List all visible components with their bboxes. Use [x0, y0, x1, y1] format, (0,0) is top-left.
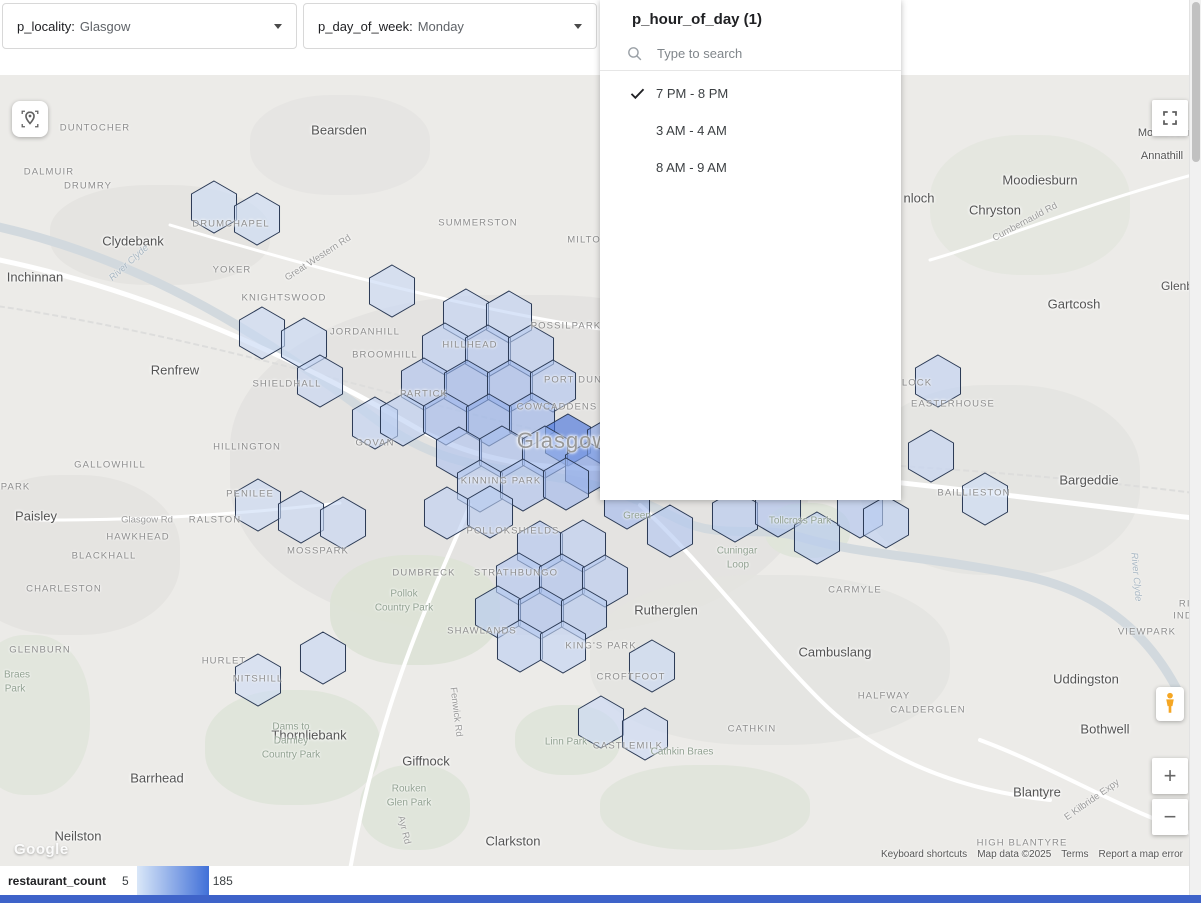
google-logo[interactable]: Google: [14, 841, 69, 858]
hour-option[interactable]: 7 PM - 8 PM: [600, 75, 901, 112]
cumbernauld-rd: [928, 170, 1201, 262]
filter-day-value: Monday: [417, 18, 464, 34]
fullscreen-button[interactable]: [1152, 100, 1188, 136]
hexagon[interactable]: [299, 631, 347, 685]
hour-option[interactable]: 3 AM - 4 AM: [600, 112, 901, 149]
filter-locality[interactable]: p_locality: Glasgow: [2, 3, 297, 49]
hexagon[interactable]: [190, 180, 238, 234]
hour-option-label: 7 PM - 8 PM: [656, 86, 729, 101]
terms-link[interactable]: Terms: [1061, 849, 1089, 860]
hexagon[interactable]: [961, 472, 1009, 526]
park-area: [205, 690, 380, 805]
move-map-icon: [21, 110, 39, 128]
hexagon[interactable]: [646, 504, 694, 558]
legend-max-value: 185: [212, 873, 233, 888]
zoom-in-label: +: [1163, 763, 1177, 788]
hexagon[interactable]: [319, 496, 367, 550]
hexagon[interactable]: [577, 695, 625, 749]
motorway-m77: [348, 503, 472, 866]
chevron-down-icon: [574, 23, 582, 29]
hexagon[interactable]: [234, 478, 282, 532]
filter-search-input[interactable]: [655, 45, 901, 62]
hexagon[interactable]: [914, 354, 962, 408]
park-area: [330, 555, 500, 665]
check-icon: [628, 85, 646, 103]
filter-locality-name: p_locality:: [17, 18, 75, 34]
hour-filter-title: p_hour_of_day (1): [632, 11, 763, 28]
hex-layer: [190, 180, 1009, 761]
filter-search-row: [600, 37, 901, 71]
scrollbar-thumb[interactable]: [1192, 2, 1200, 162]
hour-options-list: 7 PM - 8 PM 3 AM - 4 AM 8 AM - 9 AM: [600, 71, 901, 186]
park-area: [360, 765, 470, 850]
page-scrollbar[interactable]: [1189, 0, 1201, 895]
hexagon[interactable]: [466, 485, 514, 539]
urban-area: [0, 475, 180, 635]
hexagon[interactable]: [234, 653, 282, 707]
zoom-in-button[interactable]: +: [1152, 758, 1188, 794]
hour-filter-panel: p_hour_of_day (1) 7 PM - 8 PM 3 AM - 4 AM…: [600, 0, 901, 500]
pegman-control[interactable]: [1156, 687, 1184, 721]
bottom-accent-bar: [0, 895, 1201, 903]
hexagon[interactable]: [862, 495, 910, 549]
hexagon[interactable]: [238, 306, 286, 360]
hour-option-label: 8 AM - 9 AM: [656, 160, 727, 175]
keyboard-shortcuts-link[interactable]: Keyboard shortcuts: [881, 849, 968, 860]
filter-locality-value: Glasgow: [79, 18, 131, 34]
hexagon[interactable]: [539, 620, 587, 674]
fullscreen-icon: [1163, 111, 1177, 125]
legend-gradient: [136, 866, 209, 895]
pan-map-button[interactable]: [12, 101, 48, 137]
hexagon[interactable]: [621, 707, 669, 761]
legend-bar: restaurant_count 5 185: [0, 866, 1201, 895]
zoom-out-button[interactable]: −: [1152, 799, 1188, 835]
filter-day-name: p_day_of_week:: [318, 18, 413, 34]
map-data-text: Map data ©2025: [977, 849, 1052, 860]
urban-area: [250, 95, 430, 195]
filter-day-of-week[interactable]: p_day_of_week: Monday: [303, 3, 597, 49]
motorway-m74: [638, 503, 1052, 802]
hexagon[interactable]: [542, 457, 590, 511]
hour-option-label: 3 AM - 4 AM: [656, 123, 727, 138]
legend-min-value: 5: [122, 873, 129, 888]
chevron-down-icon: [274, 23, 282, 29]
legend-field-name: restaurant_count: [8, 873, 107, 888]
hexagon[interactable]: [277, 490, 325, 544]
zoom-out-label: −: [1163, 804, 1177, 829]
hexagon[interactable]: [628, 639, 676, 693]
park-area: [600, 765, 810, 850]
report-error-link[interactable]: Report a map error: [1098, 849, 1183, 860]
hour-option[interactable]: 8 AM - 9 AM: [600, 149, 901, 186]
hexagon[interactable]: [907, 429, 955, 483]
hexagon[interactable]: [368, 264, 416, 318]
map-attribution: Keyboard shortcuts Map data ©2025 Terms Rep…: [881, 849, 1183, 860]
urban-area: [860, 385, 1140, 575]
park-area: [0, 635, 90, 795]
hexagon[interactable]: [793, 511, 841, 565]
pegman-icon: [1166, 692, 1174, 713]
search-icon: [628, 47, 642, 61]
hexagon[interactable]: [296, 354, 344, 408]
hexagon[interactable]: [233, 192, 281, 246]
